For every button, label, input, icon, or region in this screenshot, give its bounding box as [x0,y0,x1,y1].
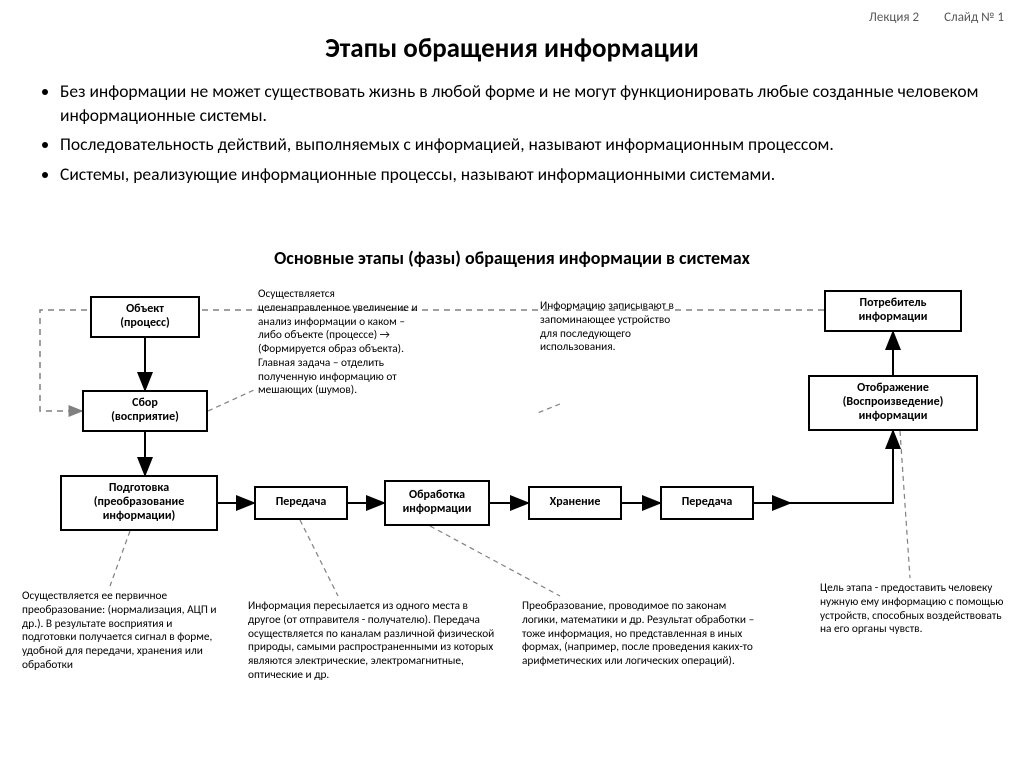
note-n_process: Преобразование, проводимое по законам ло… [522,600,762,669]
diagram-title: Основные этапы (фазы) обращения информац… [0,247,1024,269]
note-n_display: Цель этапа - предоставить человеку нужну… [820,582,1010,637]
node-display: Отображение(Воспроизведение)информации [808,375,978,431]
node-collect: Сбор(восприятие) [82,390,208,432]
note-n_send1: Информация пересылается из одного места … [248,600,496,683]
page-title: Этапы обращения информации [0,32,1024,65]
bullet-list: Без информации не может существовать жиз… [40,80,1004,193]
slide-meta: Лекция 2 Слайд № 1 [869,10,1004,25]
node-send2: Передача [660,486,754,520]
node-send1: Передача [254,486,348,520]
note-n_prepare: Осуществляется ее первичное преобразован… [22,590,222,673]
bullet-item: Без информации не может существовать жиз… [60,80,1004,127]
slide-number: Слайд № 1 [944,10,1004,25]
note-n_collect: Осуществляется целенаправленное увеличен… [258,288,428,398]
flowchart-canvas: Объект(процесс) Сбор(восприятие) Подготовк… [0,280,1024,767]
node-prepare: Подготовка(преобразованиеинформации) [60,475,218,531]
node-consumer: Потребительинформации [824,290,962,332]
bullet-item: Последовательность действий, выполняемых… [60,133,1004,157]
note-n_store: Информацию записывают в запоминающее уст… [540,300,680,355]
node-store: Хранение [528,486,622,520]
bullet-item: Системы, реализующие информационные проц… [60,163,1004,187]
node-object: Объект(процесс) [90,296,200,338]
node-process: Обработкаинформации [384,480,490,526]
lecture-label: Лекция 2 [869,10,919,25]
